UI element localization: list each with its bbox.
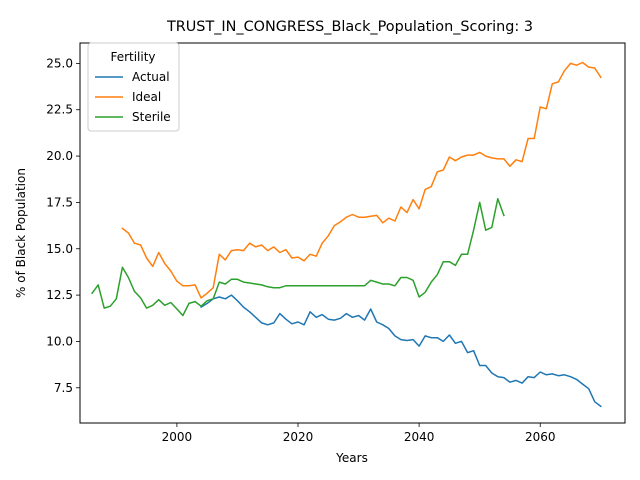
- legend-box: [87, 42, 180, 132]
- x-tick-label: 2060: [525, 430, 556, 444]
- x-axis: 2000 2020 2040 2060: [162, 423, 556, 444]
- legend-label-ideal: Ideal: [132, 90, 161, 104]
- legend-label-sterile: Sterile: [132, 110, 171, 124]
- series-line-sterile: [91, 197, 505, 317]
- x-axis-label: Years: [335, 451, 368, 465]
- axes-frame: [79, 42, 626, 424]
- legend: Fertility Actual Ideal Sterile: [87, 42, 180, 132]
- series-line-actual: [200, 294, 602, 408]
- y-tick-label: 25.0: [46, 56, 73, 70]
- legend-entries: Actual Ideal Sterile: [95, 70, 171, 124]
- series-layer: [91, 61, 602, 408]
- x-tick-label: 2040: [404, 430, 435, 444]
- y-tick-label: 10.0: [46, 334, 73, 348]
- y-tick-label: 15.0: [46, 242, 73, 256]
- y-tick-label: 22.5: [46, 103, 73, 117]
- y-tick-label: 7.5: [54, 381, 73, 395]
- x-tick-label: 2020: [283, 430, 314, 444]
- y-tick-label: 17.5: [46, 195, 73, 209]
- plot-area: 2000 2020 2040 2060 7.5 10.0 12.5 15.0 17.5 20.0…: [46, 42, 626, 444]
- y-axis: 7.5 10.0 12.5 15.0 17.5 20.0 22.5 25.0: [46, 56, 80, 395]
- x-tick-label: 2000: [162, 430, 193, 444]
- y-axis-label: % of Black Population: [14, 168, 28, 298]
- y-tick-label: 12.5: [46, 288, 73, 302]
- chart-title: TRUST_IN_CONGRESS_Black_Population_Scori…: [166, 19, 533, 35]
- series-line-ideal: [121, 61, 602, 299]
- y-tick-label: 20.0: [46, 149, 73, 163]
- legend-label-actual: Actual: [132, 70, 170, 84]
- legend-title: Fertility: [110, 50, 155, 64]
